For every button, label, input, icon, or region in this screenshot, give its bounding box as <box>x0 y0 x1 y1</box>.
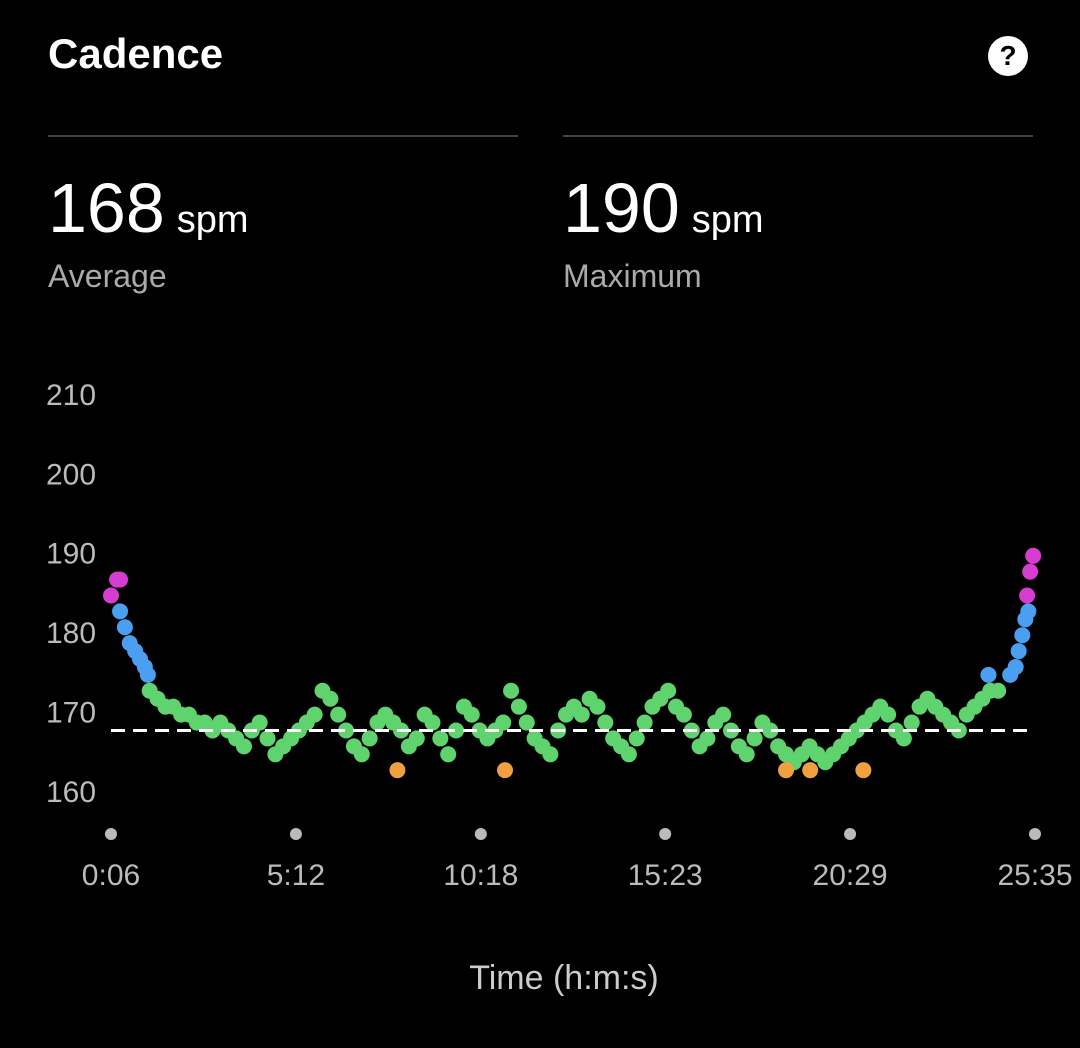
stat: 190 spm Maximum <box>563 168 764 295</box>
data-point <box>855 762 872 779</box>
data-point <box>353 746 370 763</box>
data-point <box>463 706 480 723</box>
data-point <box>251 714 268 731</box>
divider <box>48 135 518 137</box>
data-point <box>306 706 323 723</box>
data-point <box>338 722 355 739</box>
data-point <box>1025 547 1042 564</box>
data-point <box>518 714 535 731</box>
data-point <box>573 706 590 723</box>
data-point <box>1007 658 1024 675</box>
data-point <box>778 762 795 779</box>
data-point <box>802 762 819 779</box>
data-point <box>1019 587 1036 604</box>
data-point <box>112 571 129 588</box>
x-tick-mark <box>1029 828 1041 840</box>
data-point <box>259 730 276 747</box>
data-point <box>139 666 156 683</box>
data-point <box>330 706 347 723</box>
data-point <box>322 690 339 707</box>
y-tick-label: 210 <box>46 379 96 412</box>
data-point <box>542 746 559 763</box>
data-point <box>510 698 527 715</box>
data-point <box>361 730 378 747</box>
divider <box>563 135 1033 137</box>
stat-value: 168 <box>48 169 165 247</box>
stat-label: Maximum <box>563 258 702 294</box>
x-tick-label: 15:23 <box>628 859 703 892</box>
stat-unit: spm <box>176 199 249 241</box>
data-point <box>990 682 1007 699</box>
data-point <box>589 698 606 715</box>
x-tick-mark <box>474 828 487 840</box>
data-point <box>116 619 133 636</box>
data-point <box>448 722 465 739</box>
data-point <box>1020 603 1037 620</box>
x-tick-mark <box>659 828 672 840</box>
stat-unit: spm <box>691 199 764 241</box>
data-point <box>112 603 129 620</box>
x-tick-label: 5:12 <box>267 859 325 892</box>
stat-value: 190 <box>563 169 680 247</box>
data-point <box>1010 643 1027 660</box>
data-point <box>424 714 441 731</box>
data-point <box>699 730 716 747</box>
y-tick-label: 160 <box>46 776 96 809</box>
data-point <box>408 730 425 747</box>
data-point <box>1014 627 1031 644</box>
x-tick-label: 25:35 <box>997 859 1072 892</box>
x-tick-mark <box>105 828 117 840</box>
y-tick-label: 170 <box>46 697 96 730</box>
x-tick-label: 0:06 <box>82 859 140 892</box>
data-point <box>895 730 912 747</box>
x-tick-mark <box>844 828 857 840</box>
data-point <box>675 706 692 723</box>
data-point <box>503 682 520 699</box>
stat-label: Average <box>48 258 167 294</box>
data-point <box>980 666 997 683</box>
data-point <box>620 746 637 763</box>
y-tick-label: 200 <box>46 458 96 491</box>
x-tick-mark <box>289 828 302 840</box>
data-point <box>762 722 779 739</box>
data-point <box>636 714 653 731</box>
x-tick-label: 10:18 <box>443 859 518 892</box>
data-point <box>497 762 514 779</box>
data-point <box>715 706 732 723</box>
data-point <box>597 714 614 731</box>
data-point <box>903 714 920 731</box>
x-tick-label: 20:29 <box>813 859 888 892</box>
data-point <box>432 730 449 747</box>
data-point <box>1022 563 1039 580</box>
data-point <box>880 706 897 723</box>
title: Cadence <box>48 30 224 77</box>
data-point <box>440 746 457 763</box>
data-point <box>495 714 512 731</box>
data-point <box>389 762 406 779</box>
data-point <box>746 730 763 747</box>
data-point <box>103 587 119 604</box>
help-button[interactable]: ? <box>988 36 1028 76</box>
y-tick-label: 180 <box>46 617 96 650</box>
data-point <box>738 746 755 763</box>
data-point <box>235 738 252 755</box>
y-tick-label: 190 <box>46 538 96 571</box>
data-point <box>628 730 645 747</box>
x-axis-label: Time (h:m:s) <box>469 959 659 997</box>
data-point <box>660 682 677 699</box>
stat: 168 spm Average <box>48 168 249 295</box>
